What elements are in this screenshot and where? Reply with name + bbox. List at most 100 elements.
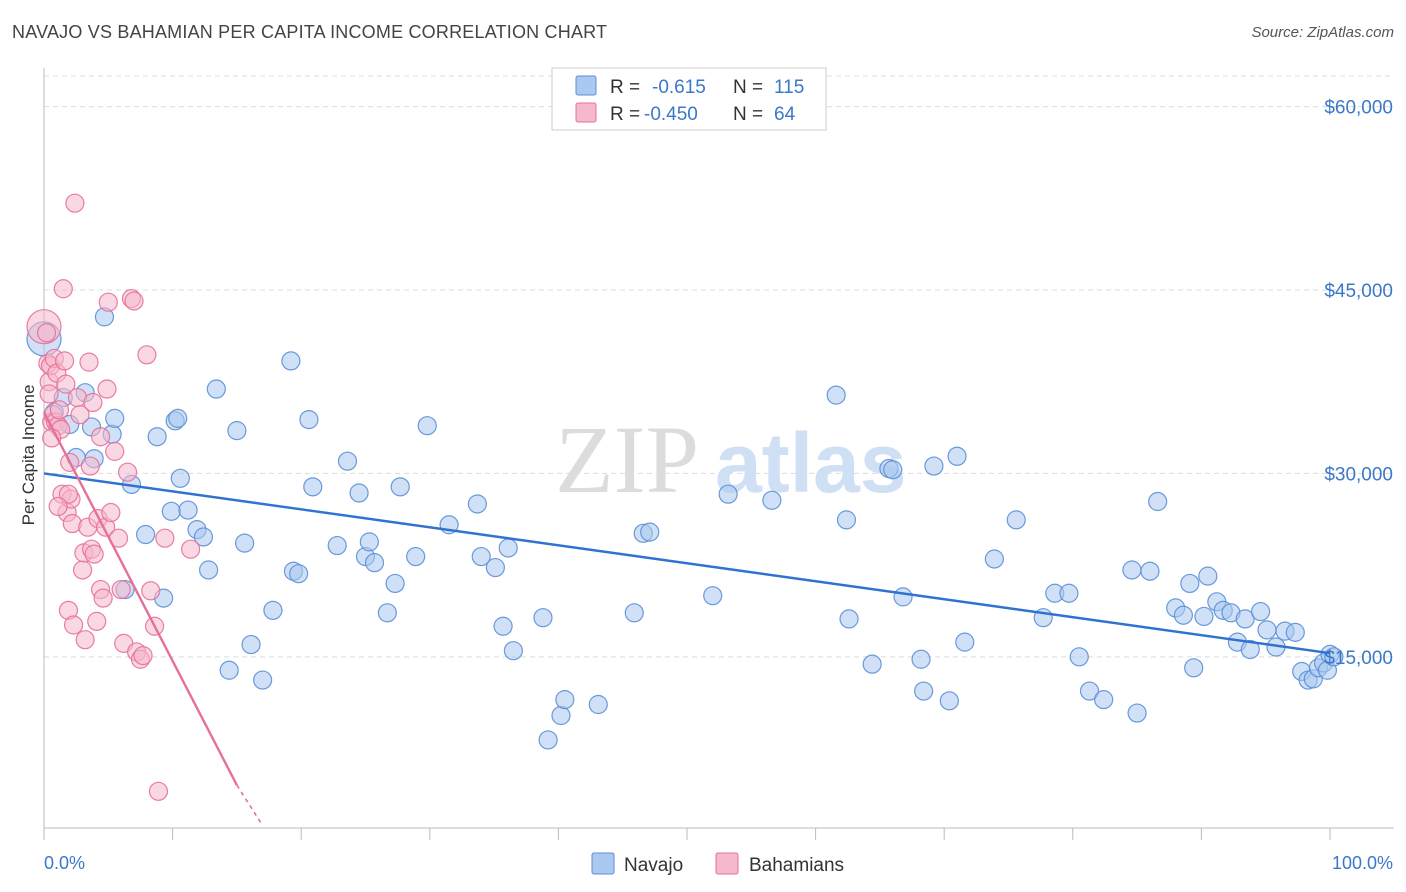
navajo-point (538, 730, 558, 750)
navajo-point (1257, 620, 1277, 640)
navajo-point (1250, 601, 1271, 622)
navajo-point (168, 408, 188, 428)
navajo-point (147, 427, 167, 447)
bottom-legend: Navajo Bahamians (591, 852, 844, 876)
navajo-point (105, 408, 125, 428)
navajo-point (911, 649, 931, 669)
bahamian-point (39, 384, 59, 404)
grid (44, 75, 1394, 658)
navajo-point (839, 609, 859, 629)
y-tick-label: $60,000 (1324, 98, 1393, 119)
navajo-point (1059, 583, 1079, 603)
navajo-point (170, 468, 190, 488)
navajo-point (289, 564, 309, 584)
navajo-point (227, 421, 247, 441)
y-tick-label: $15,000 (1324, 648, 1393, 669)
navajo-point (135, 524, 156, 545)
x-tick-label: 100.0% (1332, 853, 1393, 873)
bottom-legend-navajo: Navajo (624, 855, 683, 876)
bahamian-point (97, 379, 117, 399)
x-tick-label: 0.0% (44, 853, 85, 873)
bahamian-point (80, 456, 100, 476)
bahamian-point (53, 279, 73, 299)
navajo-point (377, 603, 397, 623)
legend-n-value: 64 (774, 104, 796, 125)
source-label: Source: ZipAtlas.com (1251, 24, 1394, 41)
y-tick-label: $45,000 (1324, 281, 1393, 302)
bahamian-point (93, 588, 113, 608)
legend-n-value: 115 (774, 77, 804, 98)
navajo-point (235, 533, 255, 553)
bahamian-point (83, 392, 103, 413)
navajo-point (947, 446, 967, 466)
legend-box (551, 67, 827, 131)
bahamian-point (48, 496, 68, 517)
watermark-zip: ZIP (555, 406, 699, 513)
navajo-point (893, 587, 913, 607)
navajo-point (533, 608, 553, 628)
navajo-point (503, 641, 523, 661)
watermark-atlas: atlas (715, 416, 906, 510)
navajo-point (193, 527, 214, 547)
navajo-point (1198, 566, 1218, 586)
navajo-point (718, 484, 738, 504)
navajo-point (498, 538, 518, 558)
bahamian-point (98, 292, 118, 312)
bahamian-point (155, 528, 175, 548)
navajo-point (206, 379, 226, 399)
bahamian-point (87, 611, 107, 631)
navajo-point (1079, 681, 1100, 701)
navajo-point (241, 634, 261, 655)
navajo-point (303, 477, 323, 497)
navajo-point (485, 557, 505, 578)
bahamian-point (72, 560, 93, 580)
navajo-point (1184, 658, 1204, 678)
bahamian-point (117, 462, 138, 482)
watermark: ZIP atlas (555, 406, 906, 513)
navajo-point (640, 522, 660, 542)
bahamian-point (133, 645, 153, 666)
navajo-point (1180, 573, 1200, 594)
y-tick-label: $30,000 (1324, 464, 1393, 485)
axes (43, 68, 1394, 840)
navajo-point (1140, 561, 1160, 581)
navajo-point (199, 560, 219, 580)
navajo-trend-line (43, 472, 1331, 655)
bahamian-point (49, 400, 70, 420)
navajo-point (883, 460, 903, 480)
navajo-point (406, 546, 426, 567)
navajo-point (493, 616, 513, 636)
bahamian-point (90, 427, 111, 447)
bahamian-point (141, 581, 161, 601)
navajo-point (178, 500, 198, 520)
tick-labels: $15,000 $30,000 $45,000 $60,000 0.0% 100.0% (44, 98, 1393, 873)
bahamian-point (63, 615, 84, 635)
navajo-point (390, 477, 410, 497)
navajo-point (924, 456, 944, 476)
bahamian-trend-extension (236, 784, 264, 826)
navajo-point (939, 691, 959, 711)
navajo-point (762, 490, 782, 510)
points (26, 193, 1344, 801)
navajo-point (555, 690, 575, 710)
bahamian-point (84, 544, 104, 564)
navajo-point (836, 510, 857, 530)
bahamian-point (148, 781, 169, 801)
navajo-point (219, 660, 239, 680)
bahamian-point (79, 352, 99, 372)
bahamian-point (58, 484, 79, 504)
bahamian-point (75, 630, 95, 650)
bottom-legend-bahamians: Bahamians (749, 855, 844, 876)
y-axis-label: Per Capita Income (19, 385, 38, 526)
navajo-point (417, 416, 437, 436)
bahamian-point (36, 323, 57, 343)
navajo-point (385, 573, 405, 594)
bottom-legend-swatch-navajo (591, 852, 615, 875)
navajo-point (471, 546, 491, 567)
bahamian-point (56, 374, 76, 394)
navajo-point (467, 494, 487, 514)
bahamian-point (70, 405, 90, 425)
navajo-point (914, 681, 934, 701)
navajo-point (1069, 647, 1089, 667)
navajo-point (984, 549, 1004, 569)
